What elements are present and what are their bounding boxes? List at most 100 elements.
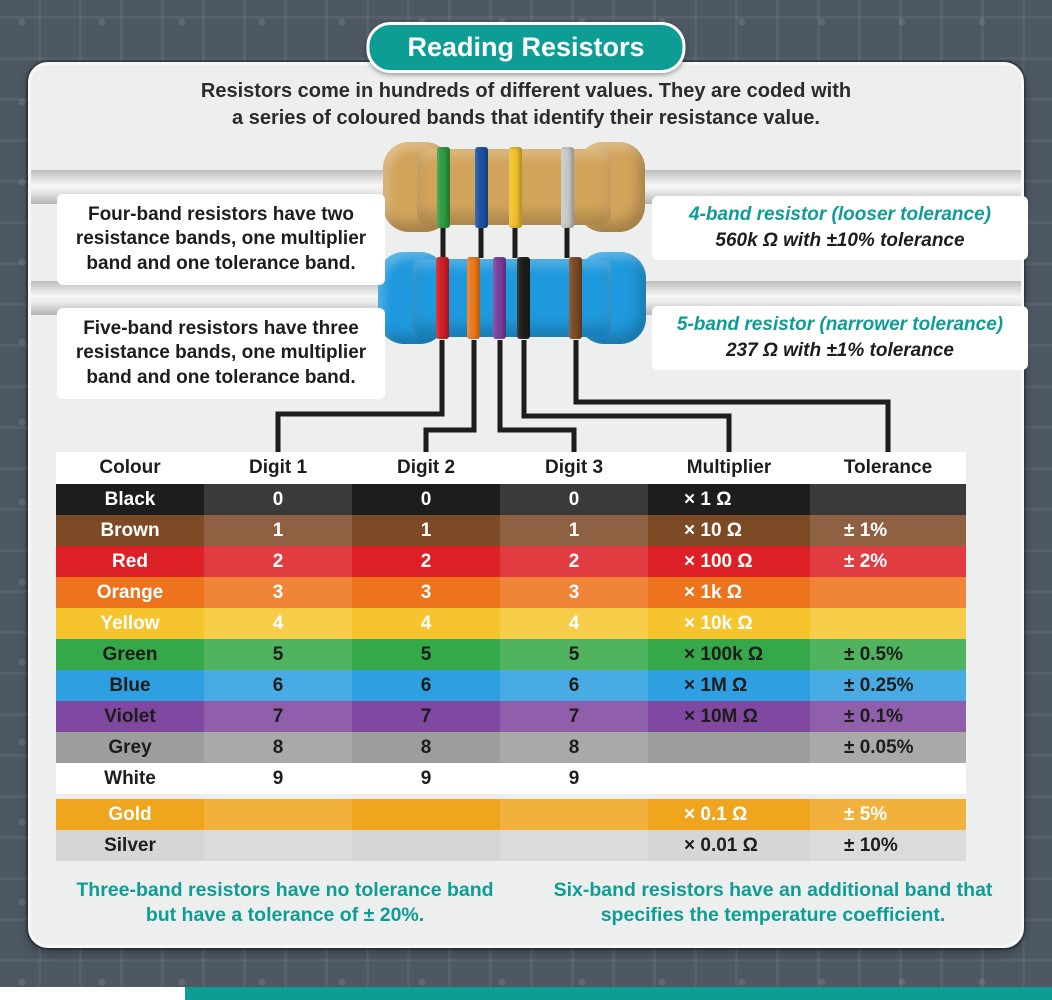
title-banner: Reading Resistors bbox=[366, 22, 686, 73]
table-cell bbox=[204, 799, 352, 830]
table-cell: ± 5% bbox=[810, 799, 966, 830]
five-band-caption: 5-band resistor (narrower tolerance) 237… bbox=[652, 306, 1028, 370]
table-cell: 4 bbox=[500, 608, 648, 639]
table-cell: 7 bbox=[420, 705, 432, 727]
table-cell: 0 bbox=[500, 484, 648, 515]
table-row-red: Red 2 2 2 × 100 Ω ± 2% bbox=[56, 546, 966, 577]
band-group bbox=[378, 252, 646, 344]
intro-text: Resistors come in hundreds of different … bbox=[30, 78, 1022, 132]
table-cell: ± 0.5% bbox=[810, 639, 966, 670]
table-cell bbox=[204, 830, 352, 861]
table-cell: 9 bbox=[500, 763, 648, 794]
table-cell: × 10M Ω bbox=[684, 705, 758, 727]
table-cell: ± 0.05% bbox=[810, 732, 966, 763]
bottom-accent-strip bbox=[0, 987, 1052, 1000]
intro-line-2: a series of coloured bands that identify… bbox=[232, 107, 820, 129]
table-cell: 7 bbox=[500, 701, 648, 732]
table-cell: × 10 Ω bbox=[684, 519, 743, 541]
table-cell: 8 bbox=[420, 736, 432, 758]
table-cell: 3 bbox=[500, 577, 648, 608]
table-cell: 2 bbox=[420, 550, 432, 572]
table-cell: × 10k Ω bbox=[684, 612, 753, 634]
table-cell: 6 bbox=[500, 670, 648, 701]
table-row-blue: Blue 6 6 6 × 1M Ω ± 0.25% bbox=[56, 670, 966, 701]
yellow-band bbox=[509, 146, 522, 228]
table-cell: ± 0.25% bbox=[810, 670, 966, 701]
table-cell: 7 bbox=[204, 701, 352, 732]
table-header-tolerance: Tolerance bbox=[843, 457, 933, 478]
table-header-digit-1: Digit 1 bbox=[248, 457, 308, 478]
table-cell: × 1 Ω bbox=[684, 488, 732, 510]
green-band bbox=[437, 146, 450, 228]
table-cell: Green bbox=[102, 643, 158, 665]
table-header-colour: Colour bbox=[99, 457, 161, 478]
band-group bbox=[383, 142, 645, 232]
table-cell bbox=[648, 763, 810, 794]
table-cell bbox=[810, 608, 966, 639]
table-cell: × 0.01 Ω bbox=[684, 834, 758, 856]
table-cell: × 100k Ω bbox=[684, 643, 764, 665]
table-cell: 9 bbox=[420, 767, 432, 789]
brown-band bbox=[569, 256, 582, 340]
table-cell: Yellow bbox=[100, 612, 160, 634]
four-band-caption-title: 4-band resistor (looser tolerance) bbox=[689, 204, 991, 225]
table-cell: Black bbox=[104, 488, 156, 510]
table-cell bbox=[352, 830, 500, 861]
table-cell bbox=[810, 484, 966, 515]
table-cell: 0 bbox=[204, 484, 352, 515]
table-cell bbox=[352, 799, 500, 830]
table-cell: 2 bbox=[500, 546, 648, 577]
table-cell: ± 0.1% bbox=[810, 701, 966, 732]
table-cell: × 1M Ω bbox=[684, 674, 748, 696]
table-cell: 0 bbox=[420, 488, 432, 510]
table-cell bbox=[500, 799, 648, 830]
table-cell: 5 bbox=[420, 643, 432, 665]
table-header-row: Colour Digit 1 Digit 2 Digit 3 Multiplier Tol… bbox=[56, 452, 966, 484]
table-cell: 3 bbox=[204, 577, 352, 608]
table-cell: 6 bbox=[420, 674, 432, 696]
table-cell bbox=[648, 732, 810, 763]
resistor-5band bbox=[378, 252, 646, 344]
table-cell: ± 1% bbox=[810, 515, 966, 546]
table-cell: × 1k Ω bbox=[684, 581, 743, 603]
table-cell: 4 bbox=[420, 612, 432, 634]
table-cell bbox=[810, 763, 966, 794]
table-cell: 2 bbox=[204, 546, 352, 577]
table-cell: Orange bbox=[96, 581, 164, 603]
black-band bbox=[517, 256, 530, 340]
table-row-silver: Silver × 0.01 Ω ± 10% bbox=[56, 830, 966, 861]
orange-band bbox=[467, 256, 480, 340]
table-cell: 9 bbox=[204, 763, 352, 794]
five-band-caption-title: 5-band resistor (narrower tolerance) bbox=[676, 314, 1004, 335]
table-row-white: White 9 9 9 bbox=[56, 763, 966, 794]
blue-band bbox=[475, 146, 488, 228]
table-row-brown: Brown 1 1 1 × 10 Ω ± 1% bbox=[56, 515, 966, 546]
table-row-violet: Violet 7 7 7 × 10M Ω ± 0.1% bbox=[56, 701, 966, 732]
four-band-caption: 4-band resistor (looser tolerance) 560k … bbox=[652, 196, 1028, 260]
table-row-gold: Gold × 0.1 Ω ± 5% bbox=[56, 799, 966, 830]
table-cell: 1 bbox=[204, 515, 352, 546]
four-band-caption-value: 560k Ω with ±10% tolerance bbox=[715, 230, 965, 251]
red-band bbox=[436, 256, 449, 340]
table-row-grey: Grey 8 8 8 ± 0.05% bbox=[56, 732, 966, 763]
table-cell: 6 bbox=[204, 670, 352, 701]
table-cell: Violet bbox=[104, 705, 156, 727]
table-cell: 3 bbox=[420, 581, 432, 603]
intro-line-1: Resistors come in hundreds of different … bbox=[200, 80, 852, 102]
table-cell: Red bbox=[112, 550, 148, 572]
table-cell: × 100 Ω bbox=[684, 550, 753, 572]
table-row-black: Black 0 0 0 × 1 Ω bbox=[56, 484, 966, 515]
four-band-description: Four-band resistors have two resistance … bbox=[57, 194, 385, 285]
table-cell: 1 bbox=[420, 519, 432, 541]
table-row-green: Green 5 5 5 × 100k Ω ± 0.5% bbox=[56, 639, 966, 670]
table-cell: × 0.1 Ω bbox=[684, 803, 748, 825]
silver-band bbox=[561, 146, 574, 228]
six-band-note: Six-band resistors have an additional ba… bbox=[553, 879, 993, 927]
table-cell bbox=[500, 830, 648, 861]
table-cell: Brown bbox=[100, 519, 160, 541]
violet-band bbox=[493, 256, 506, 340]
table-cell: White bbox=[104, 767, 156, 789]
table-header-digit-2: Digit 2 bbox=[396, 457, 456, 478]
table-cell: Blue bbox=[109, 674, 151, 696]
